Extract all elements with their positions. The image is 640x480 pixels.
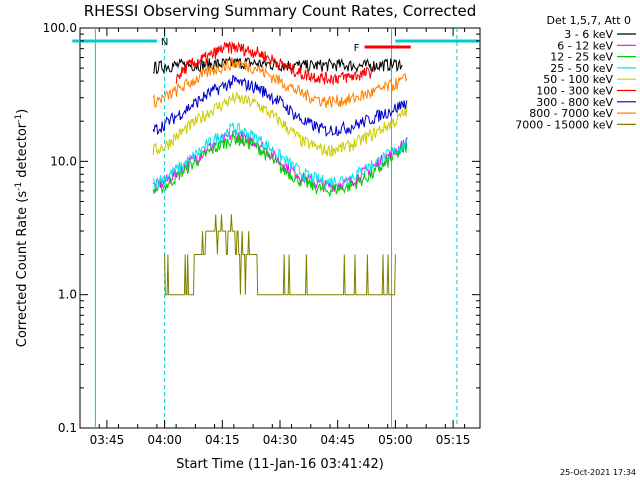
y-tick-label: 1.0	[58, 288, 77, 302]
legend-label: 25 - 50 keV	[550, 62, 613, 75]
series-line-7	[152, 57, 408, 109]
x-tick-label: 04:15	[205, 433, 240, 447]
legend-label: 800 - 7000 keV	[529, 107, 613, 120]
legend-label: 50 - 100 keV	[543, 73, 613, 86]
y-axis-label-sup2: -1	[14, 114, 24, 123]
y-tick-label: 10.0	[50, 154, 77, 168]
x-tick-label: 04:30	[263, 433, 298, 447]
x-axis-label: Start Time (11-Jan-16 03:41:42)	[176, 457, 384, 472]
x-tick-label: 05:00	[378, 433, 413, 447]
legend-label: 6 - 12 keV	[557, 39, 613, 52]
flag-bars: NF	[72, 37, 480, 54]
y-axis: 0.1 1.0 10.0 100.0	[43, 21, 480, 435]
y-axis-label-sup1: -1	[14, 182, 24, 191]
legend-label: 300 - 800 keV	[536, 96, 613, 109]
series-line-6	[152, 74, 408, 137]
series-line-3	[152, 122, 408, 190]
y-tick-label: 0.1	[58, 421, 77, 435]
flag-n-label: N	[161, 37, 168, 48]
series-line-8	[164, 214, 396, 296]
x-tick-label: 04:45	[320, 433, 355, 447]
legend-label: 100 - 300 keV	[536, 85, 613, 98]
series-group	[152, 41, 408, 296]
series-line-1	[152, 130, 408, 193]
y-tick-label: 100.0	[43, 21, 77, 35]
legend-label: 7000 - 15000 keV	[515, 118, 613, 131]
flag-f-label: F	[354, 43, 360, 54]
x-tick-label: 03:45	[90, 433, 125, 447]
y-axis-label: Corrected Count Rate (s-1 detector-1)	[14, 109, 30, 347]
x-tick-label: 04:00	[147, 433, 182, 447]
series-line-4	[152, 91, 408, 158]
timestamp: 25-Oct-2021 17:34	[560, 468, 636, 477]
legend-header: Det 1,5,7, Att 0	[547, 14, 631, 27]
y-axis-label-main: Corrected Count Rate (s	[15, 191, 30, 348]
x-axis: 03:45 04:00 04:15 04:30 04:45 05:00 05:15	[79, 28, 471, 447]
legend-label: 3 - 6 keV	[564, 28, 613, 41]
y-axis-label-tail: detector	[15, 122, 30, 182]
plot-frame	[79, 27, 481, 429]
chart-title: RHESSI Observing Summary Count Rates, Co…	[84, 2, 477, 20]
series-line-5	[175, 41, 373, 86]
series-line-2	[152, 132, 408, 197]
y-axis-label-end: )	[15, 109, 30, 114]
x-tick-label: 05:15	[436, 433, 471, 447]
legend-label: 12 - 25 keV	[550, 51, 613, 64]
vertical-markers	[94, 28, 458, 428]
